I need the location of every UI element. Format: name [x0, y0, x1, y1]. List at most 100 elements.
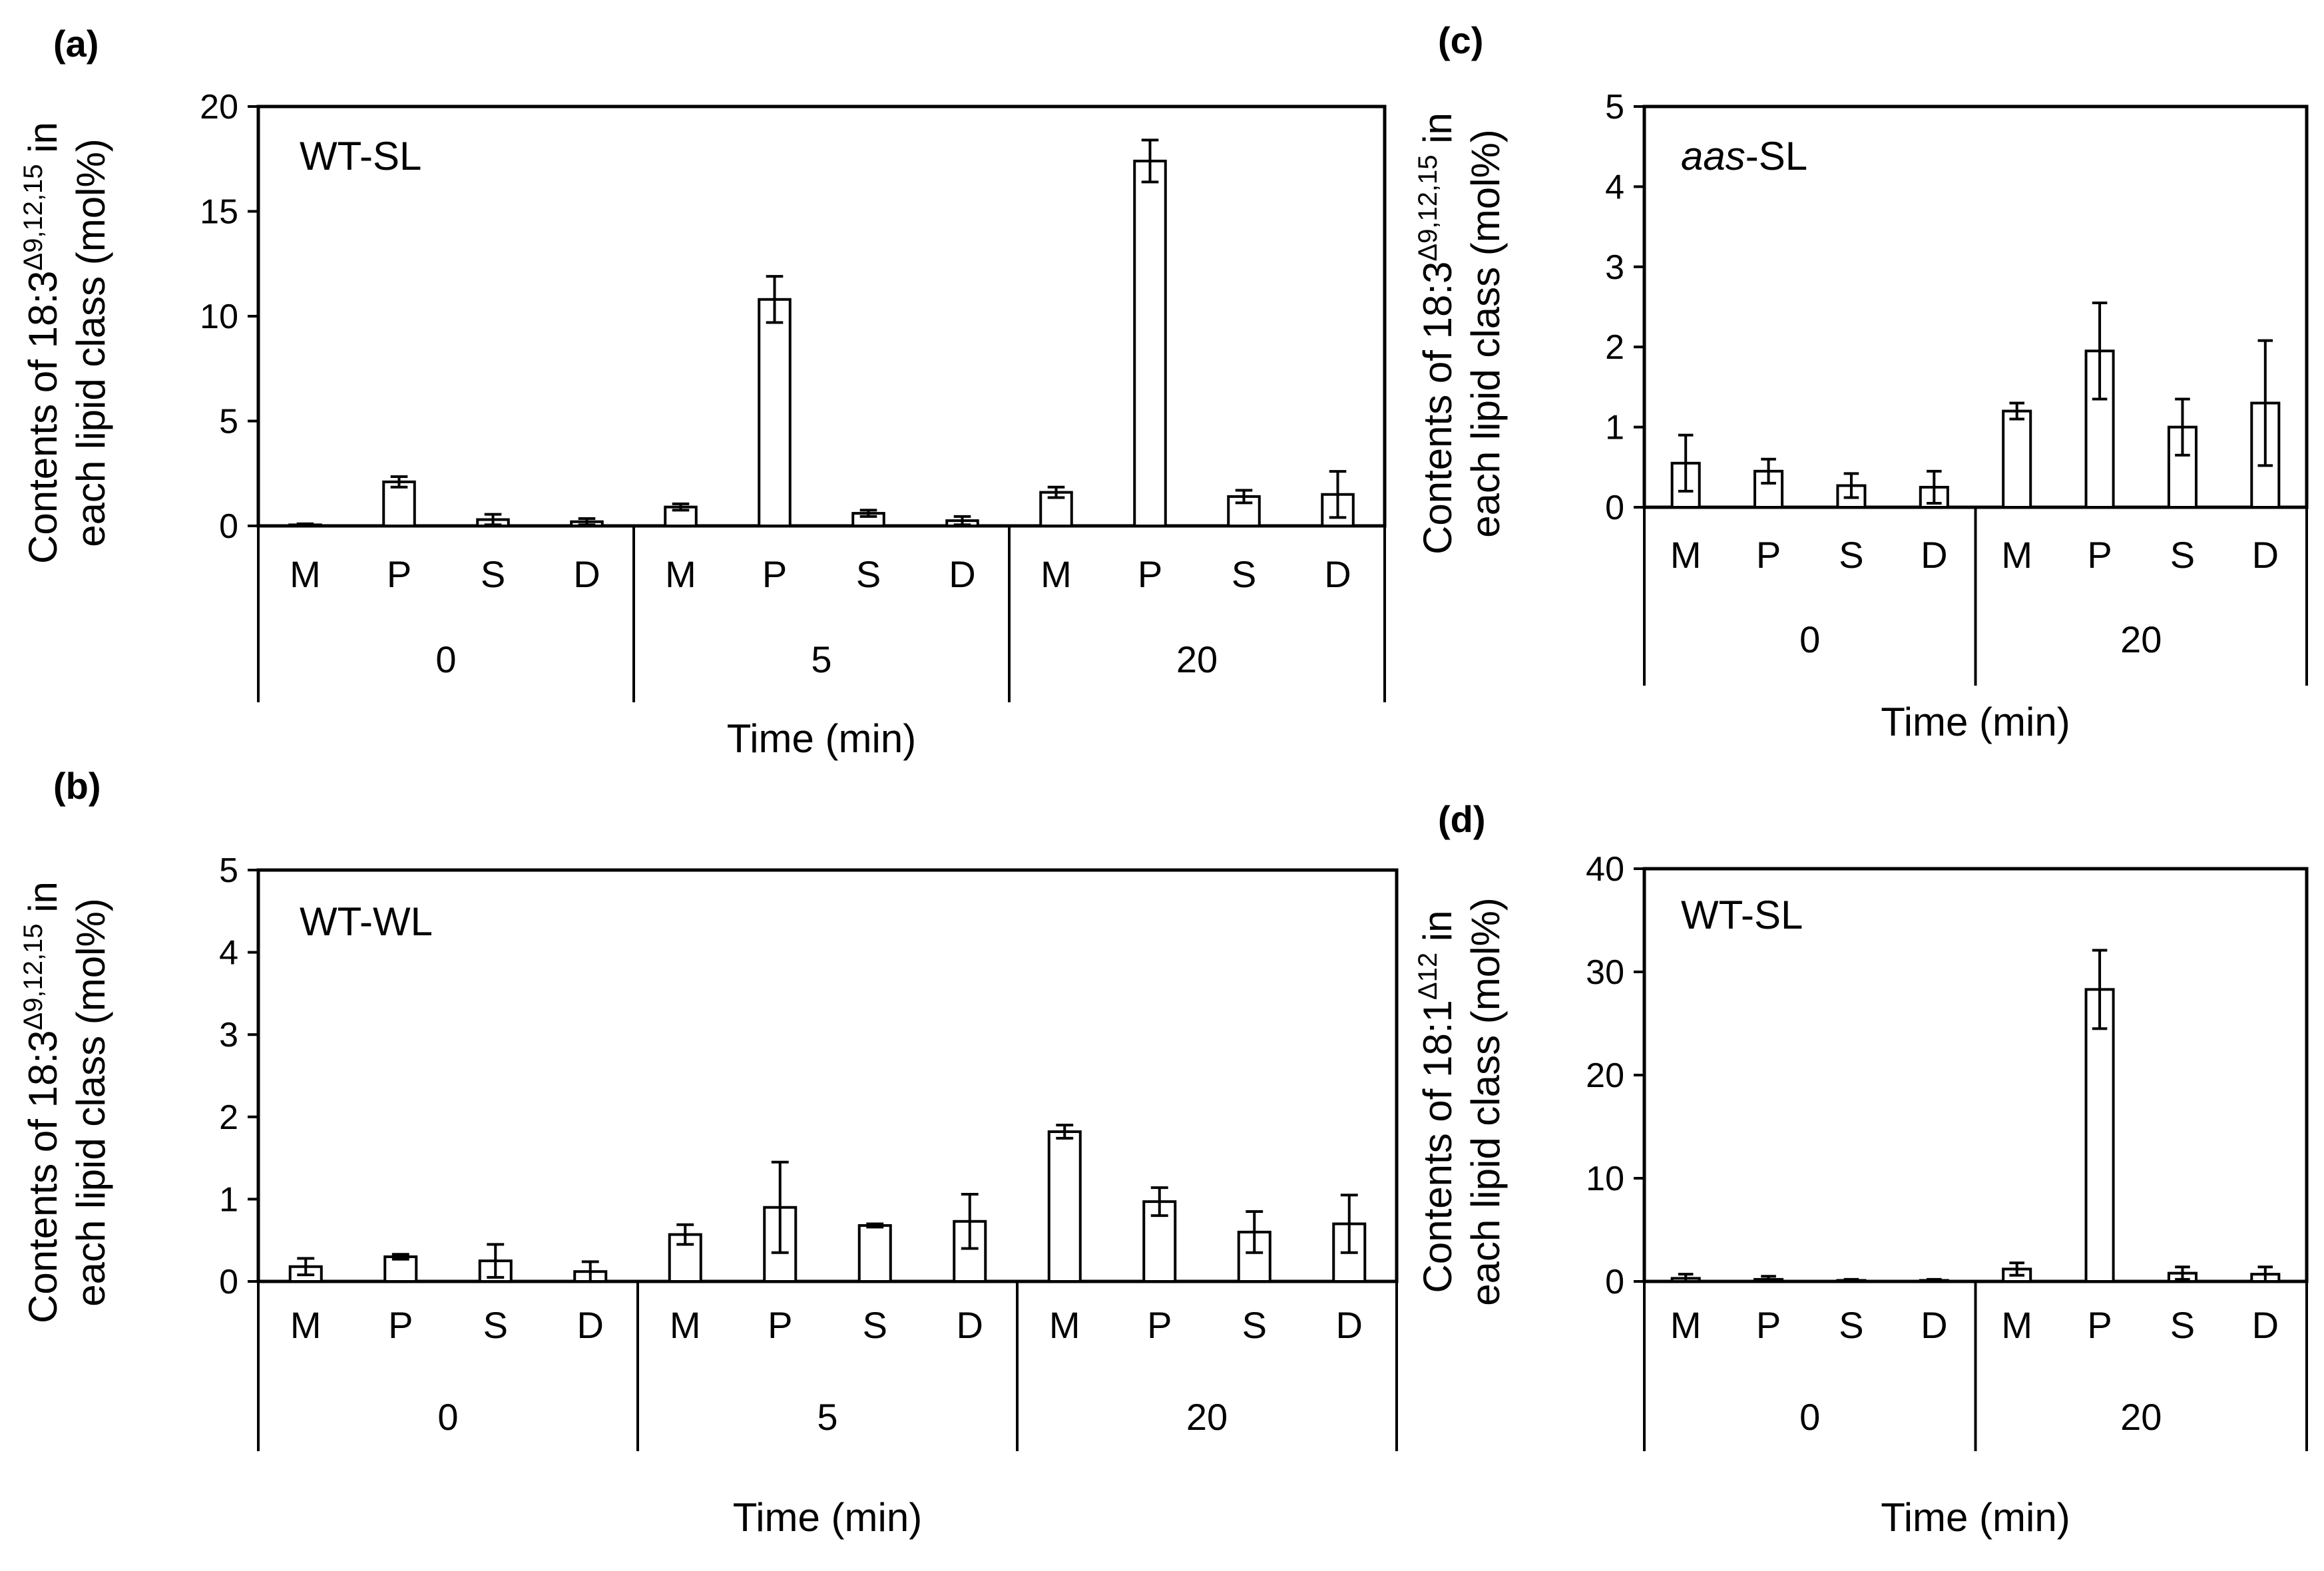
category-label: M: [1049, 1304, 1080, 1346]
panel-label: (b): [53, 765, 101, 807]
category-label: S: [1242, 1304, 1267, 1346]
y-tick-label: 5: [219, 851, 238, 890]
category-label: M: [1670, 534, 1702, 576]
y-tick-label: 15: [200, 193, 238, 232]
series-note: WT-WL: [300, 899, 433, 944]
category-label: P: [388, 1304, 413, 1346]
series-note: WT-SL: [300, 134, 421, 178]
bar: [2084, 988, 2115, 1283]
category-label: S: [1232, 553, 1256, 595]
y-tick-label: 1: [219, 1180, 238, 1219]
y-axis-title-superscript: Δ9,12,15: [19, 164, 48, 270]
category-label: D: [957, 1304, 983, 1346]
y-tick-label: 4: [1605, 168, 1624, 206]
y-axis-title-line1: Contents of 18:3Δ9,12,15 in: [1413, 112, 1460, 555]
category-label: S: [856, 553, 881, 595]
y-tick-label: 20: [1586, 1056, 1624, 1095]
category-label: S: [2170, 534, 2195, 576]
x-axis-title: Time (min): [1881, 1495, 2070, 1540]
y-axis-title-post: in: [21, 122, 65, 164]
category-label: P: [768, 1304, 792, 1346]
panel-label: (c): [1438, 19, 1483, 61]
panel-label: (a): [53, 23, 99, 65]
category-label: P: [1756, 1304, 1781, 1346]
bar: [383, 1255, 418, 1283]
chart-panel-4: (d) 0 10 20 30 40 0 M P S D 20 M P S D Time (min) WT-SL Co…: [1413, 798, 2309, 1540]
bar: [1133, 159, 1167, 527]
category-label: S: [483, 1304, 508, 1346]
series-note: aas-SL: [1681, 134, 1807, 178]
category-label: D: [2252, 534, 2279, 576]
category-label: D: [949, 553, 975, 595]
series-note-text: WT-WL: [300, 899, 433, 944]
y-axis-title-post: in: [1415, 112, 1460, 154]
group-label: 5: [811, 638, 831, 680]
y-axis-title: Contents of 18:3Δ9,12,15 in each lipid cl…: [19, 122, 113, 564]
y-tick-label: 3: [1605, 248, 1624, 287]
y-axis-title-line1: Contents of 18:1Δ12 in: [1413, 911, 1460, 1293]
category-label: D: [1336, 1304, 1363, 1346]
chart-panel-3: (c) 0 1 2 3 4 5 0 M P S D 20 M P S D Time (min) aas-SL Cont…: [1413, 19, 2309, 744]
series-note-text: WT-SL: [1681, 893, 1803, 937]
group-label: 20: [1186, 1396, 1228, 1438]
y-tick-label: 20: [200, 88, 238, 126]
y-axis-title-pre: Contents of 18:1: [1415, 1000, 1460, 1293]
y-tick-label: 5: [219, 403, 238, 441]
x-axis-title: Time (min): [1881, 700, 2070, 744]
category-label: P: [1147, 1304, 1172, 1346]
category-label: D: [577, 1304, 604, 1346]
chart-panel-2: (b) 0 1 2 3 4 5 0 M P S D 5 M P S D 20 M P S D Time (min) WT-WL…: [19, 765, 1399, 1540]
series-note-text: -SL: [1745, 134, 1807, 178]
y-tick-label: 0: [1605, 1263, 1624, 1301]
y-axis-title-line1: Contents of 18:3Δ9,12,15 in: [19, 122, 65, 564]
y-axis-title: Contents of 18:1Δ12 in each lipid class (…: [1413, 897, 1508, 1306]
category-label: D: [2252, 1304, 2279, 1346]
category-label: S: [2170, 1304, 2195, 1346]
category-label: M: [1041, 553, 1072, 595]
series-note: WT-SL: [1681, 893, 1803, 937]
category-label: M: [670, 1304, 701, 1346]
series-note-italic: aas: [1681, 134, 1745, 178]
y-axis-title-superscript: Δ9,12,15: [19, 923, 48, 1030]
y-tick-label: 4: [219, 934, 238, 973]
y-tick-label: 10: [1586, 1160, 1624, 1198]
category-label: S: [863, 1304, 887, 1346]
y-tick-label: 3: [219, 1016, 238, 1054]
plot-frame: [256, 868, 1399, 1283]
y-axis-title: Contents of 18:3Δ9,12,15 in each lipid cl…: [19, 881, 113, 1323]
category-label: P: [1138, 553, 1162, 595]
category-label: D: [573, 553, 600, 595]
category-label: M: [665, 553, 696, 595]
y-axis-title-post: in: [1415, 911, 1460, 953]
x-axis-title: Time (min): [727, 716, 916, 761]
y-axis-title-line2: each lipid class (mol%): [1463, 129, 1508, 538]
y-axis-title-line2: each lipid class (mol%): [1463, 897, 1508, 1306]
y-tick-label: 2: [1605, 328, 1624, 367]
category-label: M: [2001, 1304, 2032, 1346]
category-label: M: [290, 553, 321, 595]
category-label: D: [1921, 1304, 1947, 1346]
y-axis-title-superscript: Δ9,12,15: [1413, 154, 1443, 261]
category-label: P: [387, 553, 411, 595]
group-label: 0: [437, 1396, 458, 1438]
y-axis-title-line1: Contents of 18:3Δ9,12,15 in: [19, 881, 65, 1323]
y-tick-label: 5: [1605, 88, 1624, 126]
y-tick-label: 0: [1605, 489, 1624, 527]
category-label: S: [1839, 1304, 1863, 1346]
bar: [2002, 409, 2032, 509]
y-tick-label: 1: [1605, 409, 1624, 447]
category-label: D: [1324, 553, 1351, 595]
category-label: M: [1670, 1304, 1702, 1346]
x-axis-title: Time (min): [733, 1495, 922, 1540]
plot-frame: [256, 105, 1387, 528]
group-label: 5: [817, 1396, 837, 1438]
bar: [382, 480, 416, 527]
bar: [668, 1233, 702, 1283]
category-label: M: [2001, 534, 2032, 576]
y-tick-label: 40: [1586, 850, 1624, 889]
group-label: 20: [1176, 638, 1218, 680]
y-axis-title-pre: Contents of 18:3: [21, 271, 65, 564]
y-axis-title: Contents of 18:3Δ9,12,15 in each lipid cl…: [1413, 112, 1508, 555]
series-note-text: WT-SL: [300, 134, 421, 178]
category-label: S: [1839, 534, 1863, 576]
